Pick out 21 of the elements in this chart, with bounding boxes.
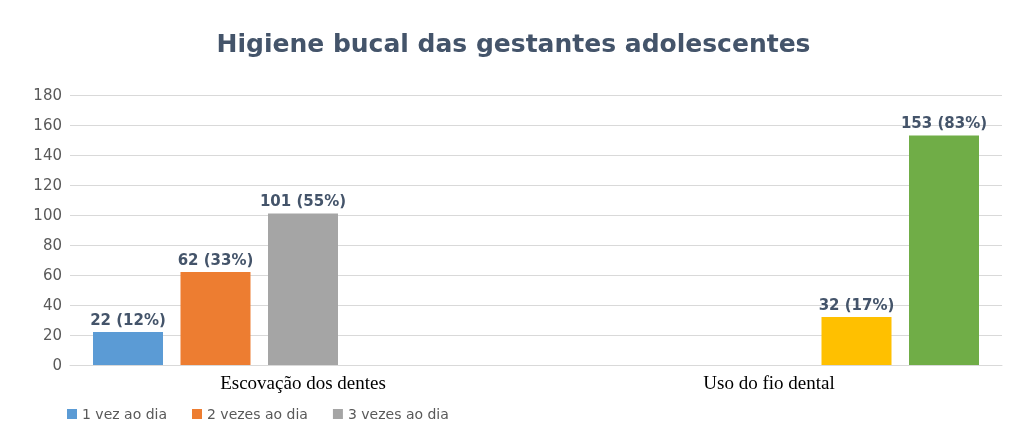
y-tick-label: 180: [33, 86, 62, 104]
x-tick-label: Escovação dos dentes: [220, 372, 386, 393]
x-tick-label: Uso do fio dental: [703, 372, 835, 393]
y-tick-label: 0: [52, 356, 62, 374]
data-label: 22 (12%): [90, 310, 166, 329]
y-tick-label: 120: [33, 176, 62, 194]
legend-label: 3 vezes ao dia: [347, 406, 449, 422]
legend-label: 1 vez ao dia: [82, 406, 168, 422]
y-tick-label: 40: [42, 296, 62, 314]
y-tick-label: 80: [42, 236, 62, 254]
y-tick-label: 60: [42, 266, 62, 284]
y-tick-label: 20: [42, 326, 62, 344]
data-label: 101 (55%): [259, 192, 347, 210]
y-tick-label: 140: [33, 146, 62, 164]
chart-title: Higiene bucal das gestantes adolescentes: [216, 29, 811, 58]
y-tick-label: 100: [33, 206, 62, 224]
data-label: 62 (33%): [177, 250, 254, 269]
data-label: 32 (17%): [818, 295, 895, 314]
legend-label: 2 vezes ao dia: [207, 406, 308, 422]
y-tick-label: 160: [33, 116, 62, 134]
data-label: 153 (83%): [900, 114, 988, 132]
